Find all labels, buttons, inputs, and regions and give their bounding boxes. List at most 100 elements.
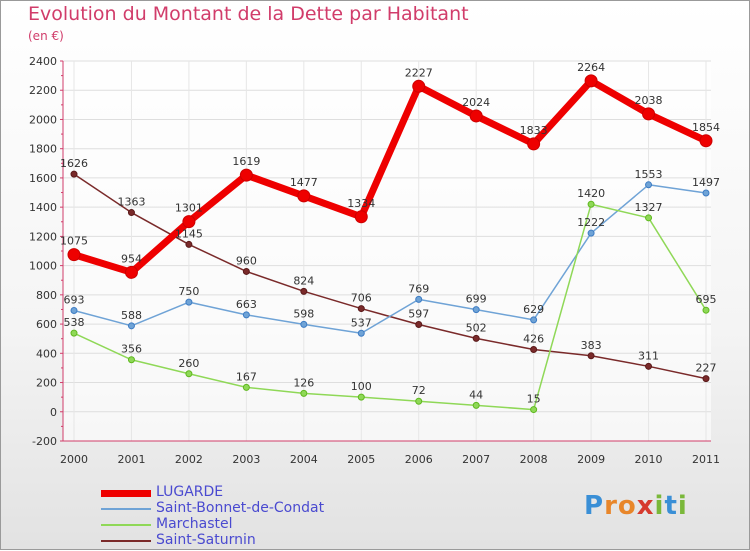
- data-label: 1619: [232, 155, 260, 168]
- y-tick-label: 2000: [29, 113, 57, 126]
- data-point: [415, 321, 423, 329]
- data-label: 663: [236, 298, 257, 311]
- data-point: [645, 181, 653, 189]
- legend-label: Marchastel: [156, 516, 233, 532]
- data-label: 2024: [462, 96, 490, 109]
- data-label: 699: [466, 293, 487, 306]
- data-point: [239, 168, 253, 182]
- legend-swatch: [101, 508, 151, 510]
- plot-area: [63, 61, 711, 441]
- data-label: 15: [527, 393, 541, 406]
- data-label: 1553: [635, 168, 663, 181]
- data-label: 1145: [175, 227, 203, 240]
- data-point: [70, 306, 78, 314]
- data-point: [415, 397, 423, 405]
- data-point: [185, 370, 193, 378]
- data-point: [357, 329, 365, 337]
- legend-swatch: [101, 489, 151, 497]
- data-label: 1301: [175, 202, 203, 215]
- data-point: [530, 316, 538, 324]
- data-point: [587, 352, 595, 360]
- x-tick-label: 2008: [520, 453, 548, 466]
- y-tick-label: 800: [36, 289, 57, 302]
- data-label: 629: [523, 303, 544, 316]
- series-line-0: [70, 77, 710, 276]
- data-point: [472, 401, 480, 409]
- data-point: [242, 267, 250, 275]
- data-point: [300, 389, 308, 397]
- data-point: [297, 189, 311, 203]
- legend-label: LUGARDE: [156, 484, 224, 500]
- data-label: 1363: [117, 196, 145, 209]
- legend-swatch: [101, 540, 151, 542]
- legend-label: Saint-Saturnin: [156, 532, 256, 548]
- x-tick-label: 2011: [692, 453, 720, 466]
- data-label: 44: [469, 388, 483, 401]
- series-line-1: [73, 184, 707, 335]
- data-point: [587, 200, 595, 208]
- data-point: [127, 356, 135, 364]
- logo-letter: o: [617, 491, 637, 521]
- series-line-2: [73, 203, 707, 411]
- data-label: 1334: [347, 197, 375, 210]
- x-tick-label: 2006: [405, 453, 433, 466]
- data-point: [357, 393, 365, 401]
- data-point: [354, 210, 368, 224]
- data-point: [127, 322, 135, 330]
- x-tick-label: 2002: [175, 453, 203, 466]
- logo-letter: i: [677, 491, 688, 521]
- x-tick-label: 2003: [232, 453, 260, 466]
- data-label: 502: [466, 321, 487, 334]
- data-point: [699, 134, 713, 148]
- data-label: 167: [236, 370, 257, 383]
- data-point: [300, 287, 308, 295]
- data-label: 260: [178, 357, 199, 370]
- data-label: 356: [121, 343, 142, 356]
- data-label: 597: [408, 308, 429, 321]
- data-label: 126: [293, 376, 314, 389]
- y-tick-label: 2200: [29, 84, 57, 97]
- data-point: [645, 362, 653, 370]
- data-point: [70, 329, 78, 337]
- data-label: 693: [64, 293, 85, 306]
- proxiti-logo: Proxiti: [584, 491, 688, 521]
- x-tick-label: 2000: [60, 453, 88, 466]
- data-label: 1497: [692, 176, 720, 189]
- data-point: [702, 306, 710, 314]
- data-point: [415, 295, 423, 303]
- data-label: 2038: [635, 94, 663, 107]
- data-label: 954: [121, 252, 142, 265]
- legend-swatch: [101, 524, 151, 526]
- data-label: 426: [523, 333, 544, 346]
- x-tick-label: 2009: [577, 453, 605, 466]
- x-tick-label: 2001: [117, 453, 145, 466]
- data-point: [645, 214, 653, 222]
- data-point: [642, 107, 656, 121]
- data-point: [472, 334, 480, 342]
- logo-letter: r: [604, 491, 618, 521]
- data-point: [67, 248, 81, 262]
- x-tick-label: 2004: [290, 453, 318, 466]
- data-label: 750: [178, 285, 199, 298]
- data-point: [124, 265, 138, 279]
- data-label: 1420: [577, 187, 605, 200]
- y-tick-label: 0: [50, 406, 57, 419]
- data-point: [242, 383, 250, 391]
- data-label: 960: [236, 254, 257, 267]
- data-point: [185, 298, 193, 306]
- data-label: 2227: [405, 66, 433, 79]
- logo-letter: x: [636, 491, 655, 521]
- y-tick-label: 1400: [29, 201, 57, 214]
- data-label: 588: [121, 309, 142, 322]
- data-point: [182, 215, 196, 229]
- chart-title: Evolution du Montant de la Dette par Hab…: [28, 3, 469, 25]
- data-point: [527, 137, 541, 151]
- data-label: 1854: [692, 121, 720, 134]
- data-label: 537: [351, 316, 372, 329]
- data-point: [357, 305, 365, 313]
- data-point: [530, 406, 538, 414]
- data-point: [242, 311, 250, 319]
- data-label: 598: [293, 307, 314, 320]
- data-label: 695: [696, 293, 717, 306]
